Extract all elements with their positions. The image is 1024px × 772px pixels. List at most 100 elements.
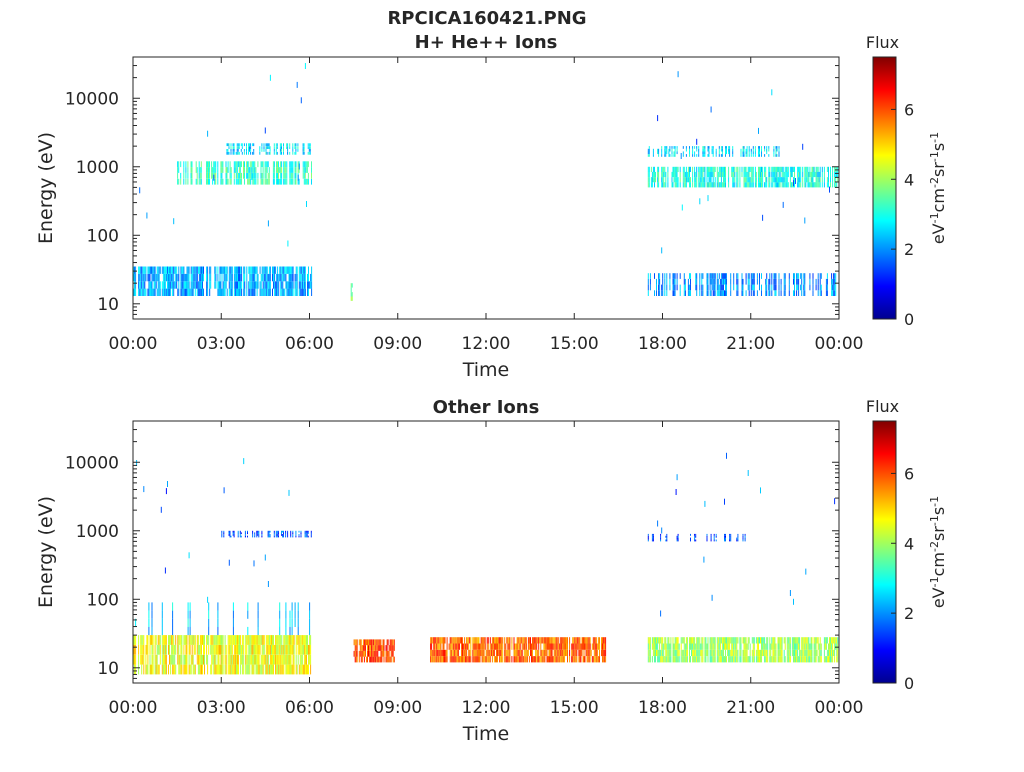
flux-cell [241, 143, 243, 147]
flux-cell [778, 171, 780, 178]
flux-cell [227, 161, 229, 168]
flux-cell [230, 149, 232, 152]
flux-cell [198, 664, 200, 675]
flux-cell [569, 656, 571, 663]
flux-cell [218, 664, 220, 675]
flux-cell [236, 161, 238, 168]
flux-cell [726, 146, 727, 149]
flux-cell [236, 273, 237, 282]
flux-cell [238, 266, 239, 274]
flux-cell [720, 278, 722, 285]
flux-cell [189, 626, 191, 636]
flux-cell [692, 146, 694, 149]
flux-cell [532, 649, 533, 657]
flux-cell [666, 290, 668, 296]
flux-cell [815, 177, 817, 183]
flux-cell [562, 643, 564, 650]
flux-cell [188, 288, 190, 296]
flux-cell [268, 146, 270, 149]
flux-cell [783, 656, 785, 663]
flux-cell [720, 182, 722, 188]
flux-cell [672, 656, 674, 663]
flux-cell [754, 171, 756, 178]
flux-cell [211, 664, 213, 675]
flux-cell [375, 656, 377, 663]
flux-cell [278, 167, 279, 173]
flux-cell [759, 284, 760, 291]
flux-cell [734, 637, 736, 644]
flux-cell [241, 281, 243, 289]
flux-cell [280, 172, 282, 179]
flux-cell [826, 177, 828, 183]
flux-cell [755, 182, 757, 188]
flux-cell [228, 530, 230, 533]
flux-cell [170, 664, 172, 675]
flux-cell [686, 171, 688, 178]
flux-cell [514, 649, 516, 657]
flux-cell [704, 154, 706, 157]
flux-cell [292, 532, 294, 535]
flux-cell [191, 167, 193, 173]
flux-cell [269, 74, 271, 81]
flux-cell [481, 649, 483, 657]
flux-cell [288, 281, 290, 289]
flux-cell [295, 178, 297, 185]
flux-cell [280, 167, 282, 173]
flux-cell [557, 643, 559, 650]
flux-cell [801, 643, 803, 650]
flux-cell [576, 649, 578, 657]
flux-cell [588, 643, 590, 650]
flux-cell [810, 171, 812, 178]
flux-cell [250, 146, 252, 149]
flux-cell [255, 644, 257, 655]
flux-cell [819, 182, 821, 188]
flux-cell [215, 664, 217, 675]
flux-cell [295, 530, 297, 533]
flux-cell [710, 539, 712, 542]
flux-cell [161, 626, 163, 636]
flux-cell [759, 649, 760, 657]
flux-cell [369, 656, 371, 663]
flux-cell [265, 281, 267, 289]
flux-cell [207, 167, 208, 173]
flux-cell [781, 171, 783, 178]
flux-cell [441, 649, 443, 657]
flux-cell [694, 539, 696, 542]
flux-cell [219, 288, 221, 296]
flux-cell [725, 537, 726, 540]
flux-cell [809, 656, 811, 663]
flux-cell [224, 288, 226, 296]
flux-cell [373, 656, 375, 663]
flux-cell [746, 151, 748, 155]
flux-cell [829, 649, 830, 657]
flux-cell [712, 146, 714, 149]
flux-cell [801, 649, 803, 657]
flux-cell [726, 656, 727, 663]
flux-cell [538, 637, 540, 644]
flux-cell [798, 643, 800, 650]
flux-cell [706, 182, 708, 188]
flux-cell [540, 656, 542, 663]
flux-cell [261, 273, 263, 282]
flux-cell [739, 656, 741, 663]
flux-cell [532, 656, 533, 663]
flux-cell [749, 177, 751, 183]
flux-cell [218, 635, 220, 645]
flux-cell [266, 266, 268, 274]
flux-cell [601, 637, 602, 644]
flux-cell [240, 644, 242, 655]
flux-cell [664, 166, 666, 172]
flux-cell [671, 171, 673, 178]
flux-cell [294, 172, 296, 179]
flux-cell [287, 149, 289, 152]
flux-cell [768, 177, 770, 183]
colorbar-tick-label: 0 [904, 674, 914, 693]
flux-cell [272, 644, 273, 655]
flux-cell [297, 602, 299, 611]
flux-cell [761, 290, 762, 296]
flux-cell [804, 290, 806, 296]
flux-cell [793, 656, 794, 663]
flux-cell [179, 654, 181, 665]
flux-cell [515, 656, 517, 663]
flux-cell [673, 151, 675, 155]
